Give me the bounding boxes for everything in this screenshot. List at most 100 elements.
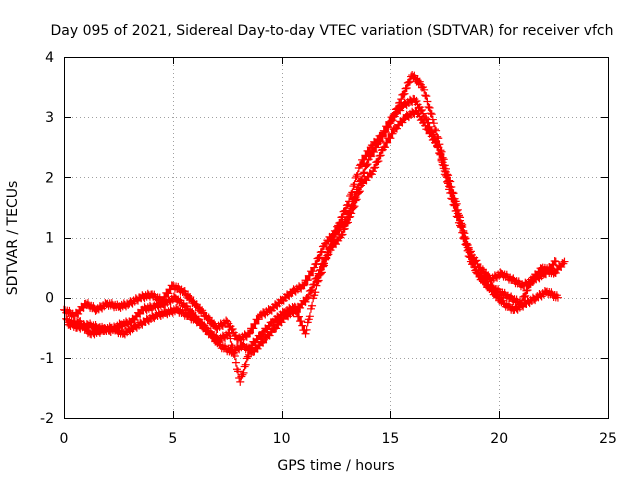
- data-point: [268, 317, 277, 326]
- data-point: [288, 287, 297, 296]
- data-point: [105, 326, 114, 335]
- data-point: [279, 308, 288, 317]
- data-point: [323, 251, 332, 260]
- x-tick-labels: 0 5 10 15 20 25: [60, 431, 617, 447]
- y-tick-label: 2: [45, 170, 54, 186]
- data-point: [192, 314, 201, 323]
- data-point: [303, 293, 312, 302]
- data-point: [216, 341, 225, 350]
- y-tick-label: 1: [45, 231, 54, 247]
- data-point: [368, 167, 377, 176]
- data-point: [258, 329, 267, 338]
- data-point: [345, 197, 354, 206]
- data-point: [92, 305, 101, 314]
- data-point: [421, 113, 430, 122]
- data-point: [390, 125, 399, 134]
- data-point: [83, 320, 92, 329]
- data-point: [212, 323, 221, 332]
- data-point: [140, 317, 149, 326]
- data-point: [347, 209, 356, 218]
- data-point: [160, 299, 169, 308]
- data-point: [225, 329, 234, 338]
- x-tick-label: 0: [60, 431, 69, 447]
- data-point: [203, 326, 212, 335]
- data-point: [129, 323, 138, 332]
- data-point: [532, 293, 541, 302]
- x-tick-label: 25: [599, 431, 617, 447]
- data-point: [464, 245, 473, 254]
- data-point: [103, 299, 112, 308]
- data-point: [116, 320, 125, 329]
- plot-frame: [64, 57, 609, 419]
- data-point: [508, 275, 517, 284]
- data-point: [334, 221, 343, 230]
- data-point: [118, 329, 127, 338]
- data-point: [475, 263, 484, 272]
- data-point: [234, 335, 243, 344]
- data-point: [553, 293, 562, 302]
- data-point: [355, 161, 364, 170]
- x-tick-label: 10: [273, 431, 291, 447]
- y-axis-label: SDTVAR / TECUs: [5, 181, 21, 296]
- data-point: [358, 179, 367, 188]
- data-point: [147, 290, 156, 299]
- y-tick-labels: -2 -1 0 1 2 3 4: [40, 50, 54, 427]
- x-tick-label: 15: [381, 431, 399, 447]
- data-point: [379, 143, 388, 152]
- data-point: [497, 269, 506, 278]
- x-tick-label: 20: [490, 431, 508, 447]
- data-point: [114, 302, 123, 311]
- data-point: [190, 299, 199, 308]
- data-point: [247, 341, 256, 350]
- data-point: [244, 329, 253, 338]
- data-point: [399, 101, 408, 110]
- data-point: [321, 239, 330, 248]
- data-point: [62, 314, 71, 323]
- data-point: [401, 113, 410, 122]
- data-point: [377, 131, 386, 140]
- x-tick-label: 5: [168, 431, 177, 447]
- data-point: [223, 317, 232, 326]
- chart-title: Day 095 of 2021, Sidereal Day-to-day VTE…: [50, 23, 613, 39]
- data-point: [519, 281, 528, 290]
- data-point: [181, 302, 190, 311]
- data-point: [94, 323, 103, 332]
- data-point: [168, 281, 177, 290]
- y-tick-label: 0: [45, 291, 54, 307]
- data-point: [477, 275, 486, 284]
- data-point: [410, 95, 419, 104]
- data-point: [170, 293, 179, 302]
- y-tick-label: 3: [45, 110, 54, 126]
- data-point: [125, 299, 134, 308]
- data-point: [506, 293, 515, 302]
- data-point: [86, 329, 95, 338]
- data-point: [173, 305, 182, 314]
- data-point: [530, 275, 539, 284]
- data-point: [236, 377, 245, 386]
- data-point: [521, 299, 530, 308]
- x-axis-label: GPS time / hours: [277, 458, 394, 474]
- data-point: [551, 257, 560, 266]
- data-point: [271, 323, 280, 332]
- data-point: [301, 329, 310, 338]
- data-point: [560, 257, 569, 266]
- data-point: [540, 269, 549, 278]
- data-point: [388, 113, 397, 122]
- data-point: [453, 209, 462, 218]
- data-point: [543, 287, 552, 296]
- y-tick-label: -1: [40, 351, 54, 367]
- data-point: [149, 302, 158, 311]
- data-point: [201, 311, 210, 320]
- data-point: [266, 305, 275, 314]
- data-point: [442, 173, 451, 182]
- data-point: [486, 275, 495, 284]
- data-point: [408, 71, 417, 80]
- data-point: [136, 293, 145, 302]
- data-point: [432, 137, 441, 146]
- data-point: [549, 269, 558, 278]
- y-tick-label: -2: [40, 411, 54, 427]
- data-point: [70, 311, 79, 320]
- data-point: [81, 299, 90, 308]
